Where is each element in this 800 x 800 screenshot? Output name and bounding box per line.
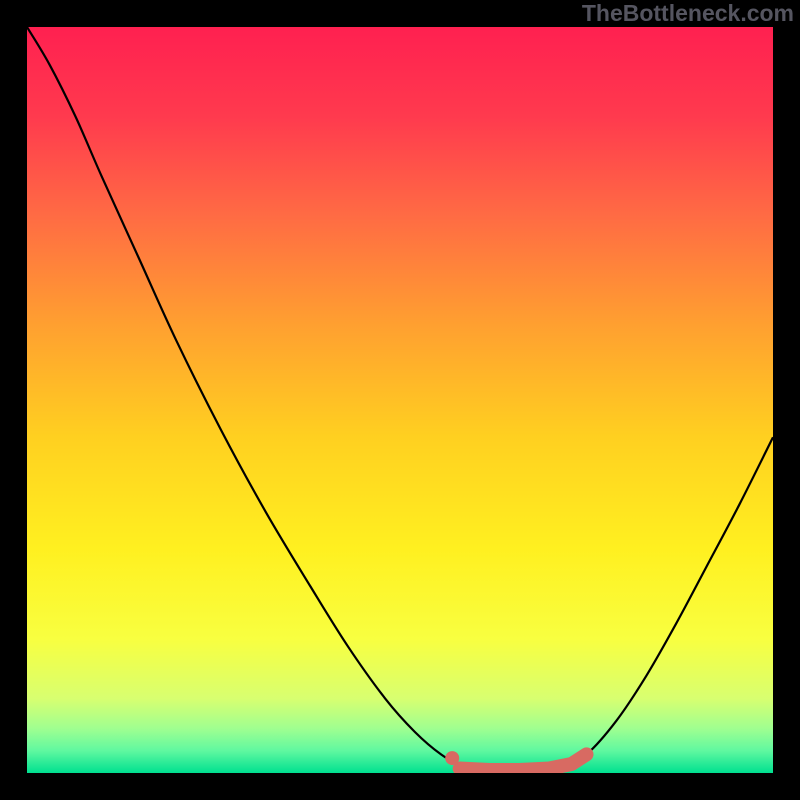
gradient-plot-area — [27, 27, 773, 773]
highlight-marker — [445, 751, 459, 765]
chart-svg — [0, 0, 800, 800]
bottleneck-chart-figure: TheBottleneck.com — [0, 0, 800, 800]
watermark-label: TheBottleneck.com — [582, 0, 794, 27]
